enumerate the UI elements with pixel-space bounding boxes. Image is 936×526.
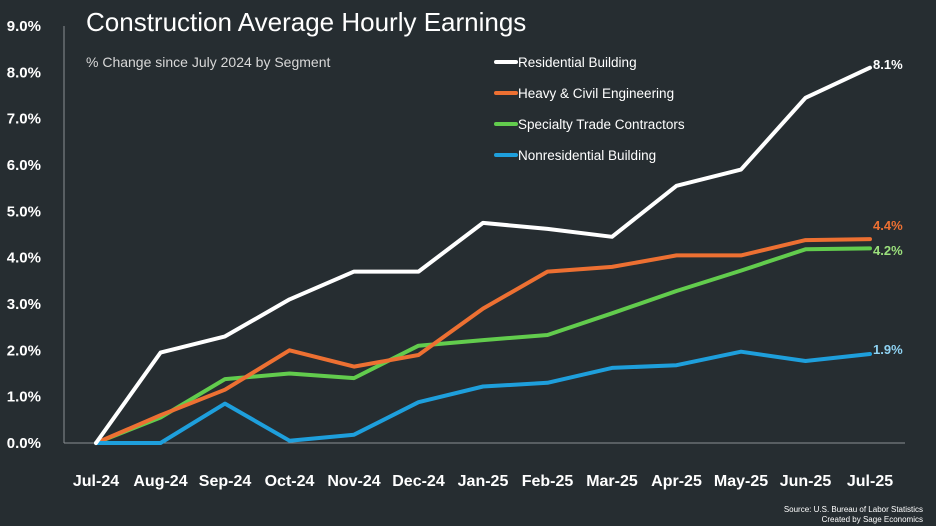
y-tick-label: 0.0% bbox=[7, 435, 41, 452]
source-note: Source: U.S. Bureau of Labor Statistics bbox=[784, 505, 923, 514]
credit-note: Created by Sage Economics bbox=[822, 515, 923, 524]
x-tick-label: Dec-24 bbox=[392, 473, 445, 490]
y-tick-label: 7.0% bbox=[7, 111, 41, 128]
x-tick-label: Nov-24 bbox=[327, 473, 380, 490]
end-value-label: 1.9% bbox=[873, 342, 903, 357]
series-line-residential-building bbox=[94, 65, 872, 445]
y-tick-label: 6.0% bbox=[7, 157, 41, 174]
series-line-specialty-trade-contractors bbox=[94, 246, 872, 445]
y-tick-label: 5.0% bbox=[7, 203, 41, 220]
legend-label: Nonresidential Building bbox=[518, 148, 656, 163]
y-tick-label: 3.0% bbox=[7, 296, 41, 313]
x-tick-label: Feb-25 bbox=[522, 473, 574, 490]
legend-label: Specialty Trade Contractors bbox=[518, 117, 685, 132]
y-tick-label: 2.0% bbox=[7, 342, 41, 359]
y-tick-label: 4.0% bbox=[7, 250, 41, 267]
x-tick-label: May-25 bbox=[714, 473, 768, 490]
end-value-label: 4.2% bbox=[873, 243, 903, 258]
legend-label: Residential Building bbox=[518, 55, 637, 70]
end-value-label: 8.1% bbox=[873, 57, 903, 72]
series-line-nonresidential-building bbox=[94, 349, 872, 445]
x-tick-label: Mar-25 bbox=[586, 473, 638, 490]
y-tick-label: 8.0% bbox=[7, 64, 41, 81]
x-axis-ticks: Jul-24 Aug-24 Sep-24 Oct-24 Nov-24 Dec-24 Jan-… bbox=[73, 473, 893, 490]
end-labels: 8.1% 4.4% 4.2% 1.9% bbox=[873, 57, 903, 357]
x-tick-label: Jun-25 bbox=[780, 473, 832, 490]
axes bbox=[63, 26, 905, 444]
series-line-heavy-civil-engineering bbox=[94, 237, 872, 445]
y-tick-label: 1.0% bbox=[7, 389, 41, 406]
x-tick-label: Oct-24 bbox=[265, 473, 315, 490]
x-tick-label: Aug-24 bbox=[133, 473, 187, 490]
x-tick-label: Sep-24 bbox=[199, 473, 252, 490]
x-tick-label: Jul-25 bbox=[847, 473, 893, 490]
x-tick-label: Jul-24 bbox=[73, 473, 119, 490]
x-tick-label: Apr-25 bbox=[651, 473, 702, 490]
legend: Residential Building Heavy & Civil Engine… bbox=[494, 55, 685, 163]
y-tick-label: 9.0% bbox=[7, 18, 41, 35]
series-lines bbox=[94, 65, 872, 445]
y-axis-ticks: 0.0% 1.0% 2.0% 3.0% 4.0% 5.0% 6.0% 7.0% 8.0% 9.0% bbox=[7, 18, 41, 452]
x-tick-label: Jan-25 bbox=[458, 473, 509, 490]
chart-subtitle: % Change since July 2024 by Segment bbox=[86, 54, 330, 70]
chart-title: Construction Average Hourly Earnings bbox=[86, 7, 526, 37]
legend-label: Heavy & Civil Engineering bbox=[518, 86, 674, 101]
end-value-label: 4.4% bbox=[873, 218, 903, 233]
